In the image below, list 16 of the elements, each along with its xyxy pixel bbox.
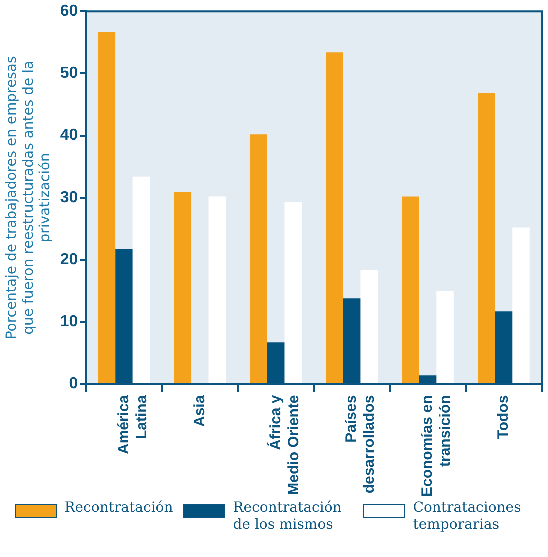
x-tick-label: Todos (495, 395, 512, 440)
legend-label: Recontratación de los mismos (233, 500, 343, 534)
y-tick-label: 0 (69, 376, 78, 393)
y-tick-label: 10 (60, 314, 78, 331)
y-tick-label: 30 (60, 189, 78, 206)
y-tick-label: 40 (60, 127, 78, 144)
y-axis-title: Porcentaje de trabajadores en empresas que fueron reestructuradas antes de la privatización (4, 56, 54, 340)
y-tick-label: 20 (60, 251, 78, 268)
x-tick-label: Asia (191, 394, 208, 427)
x-tick-label: Países desarrollados (343, 395, 378, 494)
legend-label: Recontratación (64, 500, 174, 517)
y-tick-label: 50 (60, 65, 78, 82)
x-tick-label: América Latina (115, 394, 150, 455)
y-tick-label: 60 (60, 3, 78, 20)
legend-label: Contrataciones temporarias (413, 500, 522, 534)
x-tick-label: África y Medio Oriente (266, 394, 302, 496)
